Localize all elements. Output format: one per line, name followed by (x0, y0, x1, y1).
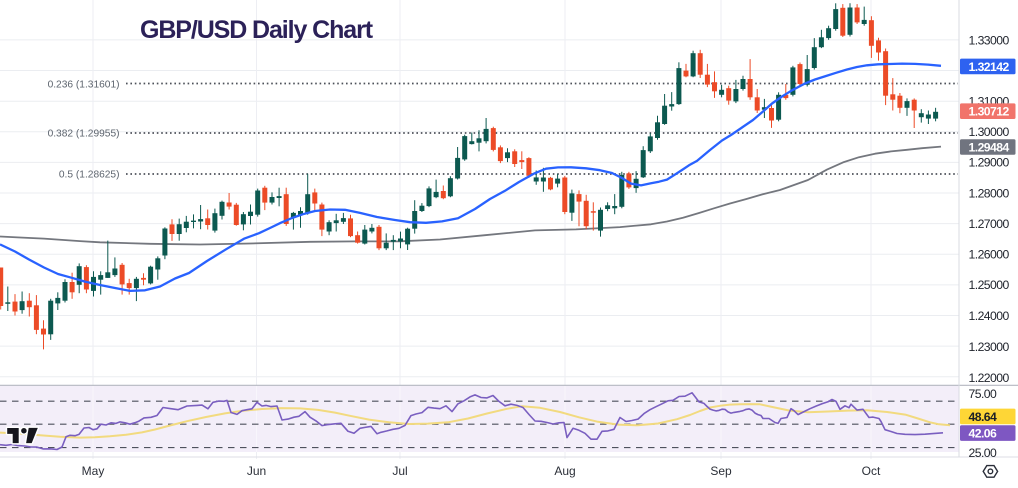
svg-text:1.23000: 1.23000 (969, 340, 1010, 354)
svg-text:1.33000: 1.33000 (969, 34, 1010, 48)
svg-text:1.24000: 1.24000 (969, 309, 1010, 323)
svg-text:0.236 (1.31601): 0.236 (1.31601) (48, 80, 120, 91)
svg-text:Jun: Jun (247, 464, 266, 478)
svg-text:1.30000: 1.30000 (969, 125, 1010, 139)
svg-text:Oct: Oct (862, 464, 881, 478)
svg-text:42.06: 42.06 (969, 427, 998, 441)
svg-text:GBP/USD Daily Chart: GBP/USD Daily Chart (140, 16, 374, 44)
svg-text:1.26000: 1.26000 (969, 248, 1010, 262)
svg-text:Aug: Aug (554, 464, 575, 478)
svg-text:0.382 (1.29955): 0.382 (1.29955) (48, 128, 120, 139)
svg-text:1.28000: 1.28000 (969, 186, 1010, 200)
svg-text:0.5 (1.28625): 0.5 (1.28625) (59, 169, 120, 180)
svg-text:1.27000: 1.27000 (969, 217, 1010, 231)
svg-text:1.25000: 1.25000 (969, 278, 1010, 292)
svg-text:1.29000: 1.29000 (969, 156, 1010, 170)
svg-text:May: May (82, 464, 105, 478)
svg-text:1.29484: 1.29484 (969, 140, 1010, 154)
svg-text:48.64: 48.64 (969, 410, 998, 424)
svg-text:75.00: 75.00 (969, 387, 998, 401)
svg-text:1.32142: 1.32142 (969, 60, 1010, 74)
svg-text:1.22000: 1.22000 (969, 371, 1010, 385)
svg-text:Sep: Sep (710, 464, 732, 478)
svg-text:1.30712: 1.30712 (969, 105, 1010, 119)
svg-text:25.00: 25.00 (969, 446, 998, 460)
svg-text:Jul: Jul (392, 464, 407, 478)
